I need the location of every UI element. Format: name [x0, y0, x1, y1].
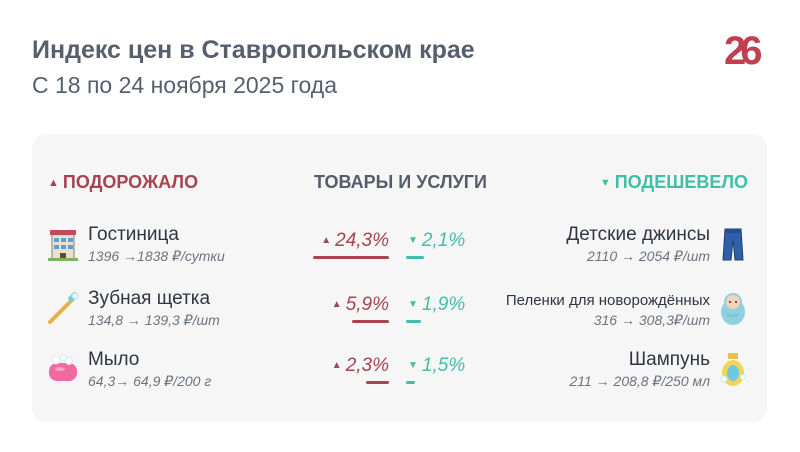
down-column-header: ▼ ПОДЕШЕВЕЛО: [599, 172, 748, 192]
toothbrush-icon: [48, 292, 79, 324]
soap-icon: [49, 354, 77, 381]
down-percent: ▼ 2,1%: [408, 230, 466, 251]
up-percent: ▲ 5,9%: [331, 294, 389, 315]
down-item-name: Шампунь: [628, 349, 710, 370]
table-row: Гостиница 1396 →1838 ₽/сутки ▲ 24,3% ▼ 2,1…: [0, 222, 800, 272]
up-item-price: 1396 →1838 ₽/сутки: [88, 248, 225, 264]
down-percent: ▼ 1,9%: [408, 294, 466, 315]
up-percent: ▲ 2,3%: [331, 355, 389, 376]
up-item-price: 134,8 → 139,3 ₽/шт: [88, 312, 220, 328]
up-percent: ▲ 24,3%: [321, 230, 389, 251]
up-bar: [366, 381, 389, 384]
up-bar: [352, 320, 389, 323]
up-bar: [313, 256, 389, 259]
page-subtitle: С 18 по 24 ноября 2025 года: [32, 72, 338, 98]
down-bar: [406, 256, 424, 259]
down-bar: [406, 320, 421, 323]
down-percent: ▼ 1,5%: [408, 355, 466, 376]
down-item-name: Детские джинсы: [566, 224, 710, 245]
jeans-icon: [722, 228, 744, 261]
swaddled-baby-icon: [721, 293, 745, 325]
table-row: Зубная щетка 134,8 → 139,3 ₽/шт ▲ 5,9% ▼ 1…: [0, 286, 800, 336]
hotel-icon: [48, 230, 78, 261]
up-column-header: ▲ ПОДОРОЖАЛО: [48, 172, 199, 192]
up-item-name: Мыло: [88, 349, 140, 370]
table-row: Мыло 64,3→ 64,9 ₽/200 г ▲ 2,3% ▼ 1,5% Шамп…: [0, 347, 800, 397]
price-card: [32, 134, 767, 422]
shampoo-icon: [720, 353, 746, 386]
down-bar: [406, 381, 415, 384]
logo-26: 26: [724, 29, 767, 72]
svg-text:26: 26: [724, 29, 761, 72]
up-item-name: Гостиница: [88, 224, 179, 245]
middle-column-header: ТОВАРЫ И УСЛУГИ: [314, 172, 487, 192]
down-item-price: 316 → 308,3₽/шт: [593, 312, 710, 328]
page-title: Индекс цен в Ставропольском крае: [32, 36, 475, 64]
down-item-name: Пеленки для новорождённых: [505, 292, 710, 309]
up-item-name: Зубная щетка: [88, 288, 211, 309]
down-item-price: 2110 → 2054 ₽/шт: [587, 248, 710, 264]
up-item-price: 64,3→ 64,9 ₽/200 г: [88, 373, 212, 389]
down-item-price: 211 → 208,8 ₽/250 мл: [569, 373, 710, 389]
